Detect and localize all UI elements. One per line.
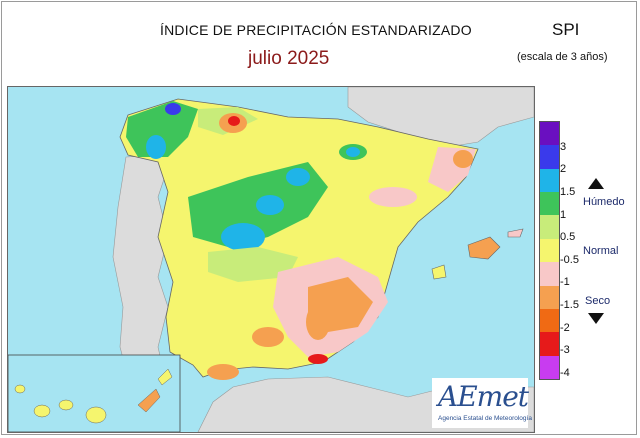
legend-swatch [540,122,559,146]
wet-label: Húmedo [583,196,625,208]
legend-tick: 3 [560,141,567,153]
legend-tick: -1 [560,276,570,288]
index-name: SPI [552,20,580,39]
wet-region-iberic [208,247,298,282]
legend-swatch [540,332,559,357]
legend-colorbar [539,121,560,380]
legend-swatch [540,262,559,287]
legend-tick: 1 [560,209,567,221]
legend-swatch [540,308,559,333]
legend-tick: -3 [560,344,570,356]
france-landmass [347,87,534,148]
wet-arrow-icon [588,178,604,189]
logo-wordmark: AEmet [438,380,529,413]
scale-note: (escala de 3 años) [517,51,608,63]
legend-tick: 2 [560,163,567,175]
map-title: ÍNDICE DE PRECIPITACIÓN ESTANDARIZADO [160,22,472,38]
balearic-ibiza [431,264,447,280]
normal-label: Normal [583,245,619,257]
spi-map [7,86,535,433]
dry-arrow-icon [588,313,604,324]
wet-region-galicia [126,101,198,157]
legend-swatch [540,168,559,193]
legend-tick: -2 [560,322,570,334]
dry-label: Seco [585,295,611,307]
legend-swatch [540,192,559,216]
legend-swatch [540,215,559,240]
logo-subtext: Agencia Estatal de Meteorología [438,415,532,422]
legend-tick: 1.5 [560,186,576,198]
legend-swatch [540,285,559,310]
legend-swatch [540,355,559,380]
portugal-landmass [112,154,169,378]
legend-swatch [540,145,559,170]
map-subtitle: julio 2025 [248,48,330,69]
canary-lanzarote [157,368,173,386]
canary-fuerteventura [137,388,161,413]
legend-swatch [540,238,559,263]
balearic-mallorca [467,236,501,260]
legend-tick: -4 [560,367,570,379]
aemet-logo: AEmet Agencia Estatal de Meteorología [432,378,532,428]
legend-tick: -1.5 [560,299,579,311]
balearic-menorca [507,228,524,238]
legend-tick: 0.5 [560,231,576,243]
legend-tick: -0.5 [560,254,579,266]
